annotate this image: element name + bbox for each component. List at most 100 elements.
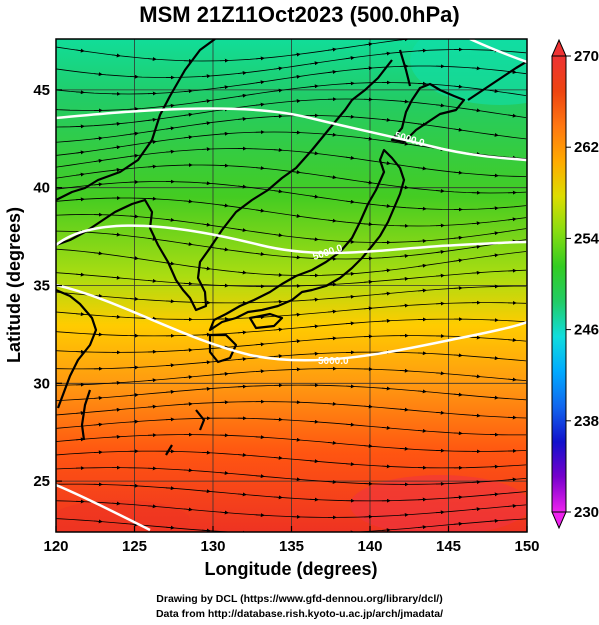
flow-arrow [93, 396, 103, 401]
colorbar-tick-label: 262 [574, 139, 599, 156]
streamline [56, 197, 527, 227]
flow-arrow [435, 371, 445, 376]
flow-arrow [273, 66, 283, 71]
flow-arrow [93, 182, 103, 187]
flow-arrow [111, 121, 121, 126]
flow-arrow [507, 217, 517, 222]
flow-arrow [453, 521, 463, 526]
flow-arrow [345, 294, 355, 299]
flow-arrow [147, 57, 157, 62]
flow-arrow [255, 80, 265, 85]
streamline [56, 368, 527, 386]
flow-arrow [453, 353, 463, 358]
flow-arrow [489, 253, 499, 258]
flow-arrow [309, 324, 319, 329]
flow-arrow [237, 116, 247, 121]
flow-arrow [237, 71, 247, 76]
flow-arrow [201, 99, 211, 104]
colorbar-tick-label: 270 [574, 48, 599, 65]
flow-arrow [489, 132, 499, 137]
flow-arrow [489, 89, 499, 94]
flow-arrow [417, 263, 427, 268]
y-tick-label: 40 [33, 180, 50, 197]
streamline [56, 115, 527, 143]
flow-arrow [165, 126, 175, 131]
flow-arrow [399, 303, 409, 308]
flow-arrow [201, 121, 211, 126]
y-tick-label: 30 [33, 375, 50, 392]
flow-arrow [165, 389, 175, 394]
colorbar-min-arrow [551, 511, 567, 530]
flow-arrow [507, 503, 517, 508]
flow-arrow [417, 166, 427, 171]
height-contours [56, 39, 527, 532]
flow-arrow [75, 197, 85, 202]
flow-arrow [399, 512, 409, 517]
x-tick-label: 150 [514, 538, 539, 555]
flow-arrow [309, 151, 319, 156]
y-axis-label: Latitude (degrees) [4, 207, 24, 363]
flow-arrow [93, 519, 103, 524]
flow-arrow [399, 141, 409, 146]
flow-arrow [453, 84, 463, 89]
flow-arrow [453, 258, 463, 263]
flow-arrow [183, 199, 193, 204]
flow-arrow [507, 113, 517, 118]
flow-arrow [345, 321, 355, 326]
flow-arrow [219, 510, 229, 515]
flow-arrow [399, 407, 409, 412]
flow-arrow [399, 99, 409, 104]
flow-arrow [165, 149, 175, 154]
flow-arrow [201, 528, 211, 532]
flow-arrow [435, 103, 445, 108]
flow-arrow [183, 242, 193, 247]
flow-arrow [237, 330, 247, 335]
flow-arrow [363, 136, 373, 141]
flow-arrow [471, 66, 481, 71]
flow-arrow [291, 213, 301, 218]
flow-arrow [489, 231, 499, 236]
flow-arrow [129, 256, 139, 261]
streamline [56, 417, 526, 436]
flow-arrow [93, 136, 103, 141]
colorbar-tick-label: 246 [574, 322, 599, 339]
flow-arrow [219, 131, 229, 136]
flow-arrow [165, 363, 175, 368]
flow-arrow [201, 181, 211, 186]
colorbar-max-arrow [551, 38, 567, 57]
flow-arrow [255, 252, 265, 257]
flow-arrow [75, 410, 85, 415]
streamline [56, 500, 527, 518]
flow-arrow [345, 422, 355, 427]
colorbar-tick-label: 230 [574, 504, 599, 521]
flow-arrow [237, 270, 247, 275]
x-tick-label: 120 [43, 538, 68, 555]
flow-arrow [273, 233, 283, 238]
flow-arrow [75, 312, 85, 317]
flow-arrow [381, 161, 391, 166]
flow-arrow [507, 477, 517, 482]
flow-arrow [489, 492, 499, 497]
flow-arrow [471, 221, 481, 226]
flow-arrow [291, 437, 301, 442]
flow-arrow [345, 155, 355, 160]
flow-arrow [219, 203, 229, 208]
flow-arrow [111, 275, 121, 280]
y-axis-ticks: 25 30 35 40 45 [33, 82, 62, 490]
flow-arrow [309, 84, 319, 89]
flow-arrow [291, 477, 301, 482]
flow-arrow [165, 525, 175, 530]
flow-arrow [436, 35, 444, 36]
flow-arrow [237, 492, 247, 497]
flow-arrow [381, 291, 391, 296]
coastlines [56, 39, 527, 456]
flow-arrow [345, 199, 355, 204]
flow-arrow [93, 72, 103, 77]
flow-arrow [75, 150, 85, 155]
flow-arrow [111, 167, 121, 172]
grid-lines [56, 39, 527, 532]
colorbar-tick-label: 254 [574, 230, 599, 247]
flow-arrow [255, 166, 265, 171]
flow-arrow [111, 145, 121, 150]
streamline [56, 98, 527, 128]
